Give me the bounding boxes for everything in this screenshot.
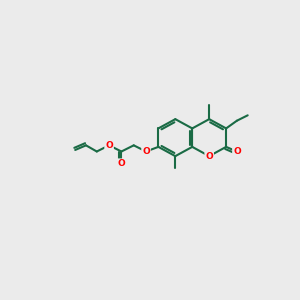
Text: O: O [118, 159, 125, 168]
Text: O: O [205, 152, 213, 160]
Text: O: O [105, 141, 113, 150]
Text: O: O [233, 147, 241, 156]
Text: O: O [142, 147, 150, 156]
